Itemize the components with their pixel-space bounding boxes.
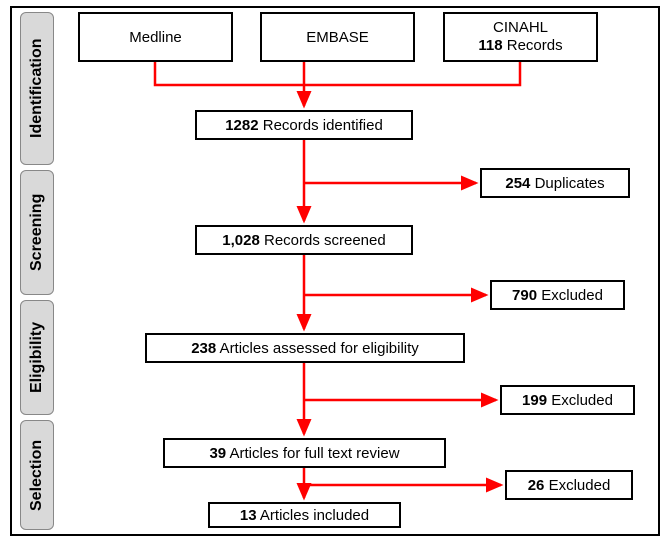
- box-text: 39 Articles for full text review: [209, 445, 399, 462]
- source-label: EMBASE: [306, 29, 369, 46]
- source-subtext: 118 Records: [478, 37, 562, 55]
- articles-included: 13 Articles included: [208, 502, 401, 528]
- phase-label-text: Screening: [28, 194, 46, 271]
- records-screened: 1,028 Records screened: [195, 225, 413, 255]
- phase-label-text: Eligibility: [28, 322, 46, 393]
- excluded-3: 26 Excluded: [505, 470, 633, 500]
- source-cinahl: CINAHL 118 Records: [443, 12, 598, 62]
- phase-screening: Screening: [20, 170, 54, 295]
- box-text: 199 Excluded: [522, 392, 613, 409]
- phase-selection: Selection: [20, 420, 54, 530]
- box-text: 1282 Records identified: [225, 117, 383, 134]
- articles-fulltext: 39 Articles for full text review: [163, 438, 446, 468]
- box-text: 13 Articles included: [240, 507, 369, 524]
- source-label: Medline: [129, 29, 182, 46]
- phase-identification: Identification: [20, 12, 54, 165]
- duplicates: 254 Duplicates: [480, 168, 630, 198]
- box-text: 790 Excluded: [512, 287, 603, 304]
- excluded-1: 790 Excluded: [490, 280, 625, 310]
- source-embase: EMBASE: [260, 12, 415, 62]
- box-text: 254 Duplicates: [505, 175, 604, 192]
- excluded-2: 199 Excluded: [500, 385, 635, 415]
- box-text: 1,028 Records screened: [222, 232, 385, 249]
- phase-eligibility: Eligibility: [20, 300, 54, 415]
- records-identified: 1282 Records identified: [195, 110, 413, 140]
- box-text: 26 Excluded: [528, 477, 611, 494]
- source-label: CINAHL: [493, 19, 548, 37]
- box-text: 238 Articles assessed for eligibility: [191, 340, 419, 357]
- phase-label-text: Identification: [28, 39, 46, 139]
- phase-label-text: Selection: [28, 439, 46, 510]
- source-medline: Medline: [78, 12, 233, 62]
- articles-assessed: 238 Articles assessed for eligibility: [145, 333, 465, 363]
